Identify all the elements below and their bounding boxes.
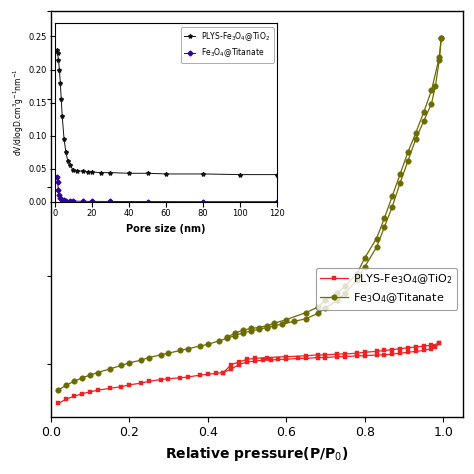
PLYS-Fe$_3$O$_4$@TiO$_2$ [126,382,132,388]
PLYS-Fe$_3$O$_4$@TiO$_2$ [177,375,183,381]
Fe$_3$O$_4$@Titanate [315,310,320,316]
PLYS-Fe$_3$O$_4$@TiO$_2$ [342,354,348,359]
Fe$_3$O$_4$@Titanate [55,387,61,393]
PLYS-Fe$_3$O$_4$@TiO$_2$ [244,359,250,365]
Fe$_3$O$_4$@Titanate [158,352,164,358]
Fe$_3$O$_4$@Titanate [280,321,285,327]
PLYS-Fe$_3$O$_4$@TiO$_2$ [374,352,379,358]
PLYS-Fe$_3$O$_4$@TiO$_2$ [405,349,411,355]
PLYS-Fe$_3$O$_4$@TiO$_2$ [252,358,258,364]
Fe$_3$O$_4$@Titanate [248,328,254,334]
PLYS-Fe$_3$O$_4$@TiO$_2$ [397,350,403,356]
PLYS-Fe$_3$O$_4$@TiO$_2$ [95,387,100,393]
Fe$_3$O$_4$@Titanate [177,347,183,353]
Fe$_3$O$_4$@Titanate [138,357,144,363]
Fe$_3$O$_4$@Titanate [240,330,246,336]
PLYS-Fe$_3$O$_4$@TiO$_2$ [303,356,309,361]
PLYS-Fe$_3$O$_4$@TiO$_2$ [354,353,360,359]
PLYS-Fe$_3$O$_4$@TiO$_2$ [213,371,219,376]
Fe$_3$O$_4$@Titanate [79,375,85,381]
Fe$_3$O$_4$@Titanate [256,327,262,332]
PLYS-Fe$_3$O$_4$@TiO$_2$ [437,341,442,346]
Fe$_3$O$_4$@Titanate [303,316,309,321]
PLYS-Fe$_3$O$_4$@TiO$_2$ [107,385,112,391]
PLYS-Fe$_3$O$_4$@TiO$_2$ [295,356,301,361]
PLYS-Fe$_3$O$_4$@TiO$_2$ [146,379,152,384]
PLYS-Fe$_3$O$_4$@TiO$_2$ [236,362,242,367]
Fe$_3$O$_4$@Titanate [205,341,210,347]
Fe$_3$O$_4$@Titanate [438,35,444,40]
Fe$_3$O$_4$@Titanate [291,319,297,324]
Fe$_3$O$_4$@Titanate [126,360,132,365]
PLYS-Fe$_3$O$_4$@TiO$_2$ [268,357,273,363]
Fe$_3$O$_4$@Titanate [225,335,230,341]
PLYS-Fe$_3$O$_4$@TiO$_2$ [362,353,367,359]
PLYS-Fe$_3$O$_4$@TiO$_2$ [334,354,340,359]
Fe$_3$O$_4$@Titanate [433,83,438,89]
Fe$_3$O$_4$@Titanate [64,382,69,388]
PLYS-Fe$_3$O$_4$@TiO$_2$ [158,377,164,383]
PLYS-Fe$_3$O$_4$@TiO$_2$ [389,351,395,357]
Fe$_3$O$_4$@Titanate [362,264,367,270]
PLYS-Fe$_3$O$_4$@TiO$_2$ [382,352,387,358]
Fe$_3$O$_4$@Titanate [264,325,269,330]
Fe$_3$O$_4$@Titanate [197,343,203,349]
PLYS-Fe$_3$O$_4$@TiO$_2$ [421,347,427,353]
X-axis label: Relative pressure(P/P$_0$): Relative pressure(P/P$_0$) [165,445,348,463]
Line: Fe$_3$O$_4$@Titanate: Fe$_3$O$_4$@Titanate [56,35,444,393]
Fe$_3$O$_4$@Titanate [95,370,100,375]
PLYS-Fe$_3$O$_4$@TiO$_2$ [315,355,320,360]
PLYS-Fe$_3$O$_4$@TiO$_2$ [275,356,281,362]
Fe$_3$O$_4$@Titanate [413,136,419,142]
Fe$_3$O$_4$@Titanate [382,224,387,230]
Fe$_3$O$_4$@Titanate [118,363,124,368]
PLYS-Fe$_3$O$_4$@TiO$_2$ [428,346,434,352]
Fe$_3$O$_4$@Titanate [342,291,348,296]
PLYS-Fe$_3$O$_4$@TiO$_2$ [138,380,144,386]
Fe$_3$O$_4$@Titanate [437,57,442,63]
Fe$_3$O$_4$@Titanate [354,277,360,283]
PLYS-Fe$_3$O$_4$@TiO$_2$ [72,393,77,399]
Fe$_3$O$_4$@Titanate [232,333,238,338]
Line: PLYS-Fe$_3$O$_4$@TiO$_2$: PLYS-Fe$_3$O$_4$@TiO$_2$ [56,341,442,406]
PLYS-Fe$_3$O$_4$@TiO$_2$ [205,372,210,377]
PLYS-Fe$_3$O$_4$@TiO$_2$ [260,357,265,363]
Fe$_3$O$_4$@Titanate [405,158,411,164]
Fe$_3$O$_4$@Titanate [389,204,395,210]
PLYS-Fe$_3$O$_4$@TiO$_2$ [165,376,171,382]
Fe$_3$O$_4$@Titanate [146,355,152,360]
Fe$_3$O$_4$@Titanate [107,366,112,372]
Fe$_3$O$_4$@Titanate [72,379,77,384]
PLYS-Fe$_3$O$_4$@TiO$_2$ [87,389,93,395]
PLYS-Fe$_3$O$_4$@TiO$_2$ [118,384,124,390]
Fe$_3$O$_4$@Titanate [421,118,427,124]
PLYS-Fe$_3$O$_4$@TiO$_2$ [413,348,419,354]
PLYS-Fe$_3$O$_4$@TiO$_2$ [79,391,85,397]
Fe$_3$O$_4$@Titanate [217,338,222,344]
PLYS-Fe$_3$O$_4$@TiO$_2$ [64,396,69,402]
Fe$_3$O$_4$@Titanate [87,373,93,378]
PLYS-Fe$_3$O$_4$@TiO$_2$ [185,374,191,380]
PLYS-Fe$_3$O$_4$@TiO$_2$ [220,370,226,375]
Fe$_3$O$_4$@Titanate [323,305,328,311]
Legend: PLYS-Fe$_3$O$_4$@TiO$_2$, Fe$_3$O$_4$@Titanate: PLYS-Fe$_3$O$_4$@TiO$_2$, Fe$_3$O$_4$@Ti… [316,268,457,310]
PLYS-Fe$_3$O$_4$@TiO$_2$ [228,366,234,372]
PLYS-Fe$_3$O$_4$@TiO$_2$ [283,356,289,362]
PLYS-Fe$_3$O$_4$@TiO$_2$ [55,401,61,406]
Fe$_3$O$_4$@Titanate [185,346,191,352]
Fe$_3$O$_4$@Titanate [272,323,277,328]
Fe$_3$O$_4$@Titanate [397,180,403,186]
Fe$_3$O$_4$@Titanate [374,245,379,250]
Fe$_3$O$_4$@Titanate [334,297,340,303]
PLYS-Fe$_3$O$_4$@TiO$_2$ [323,355,328,360]
PLYS-Fe$_3$O$_4$@TiO$_2$ [433,344,438,350]
PLYS-Fe$_3$O$_4$@TiO$_2$ [197,373,203,378]
Fe$_3$O$_4$@Titanate [428,101,434,107]
Fe$_3$O$_4$@Titanate [165,350,171,356]
